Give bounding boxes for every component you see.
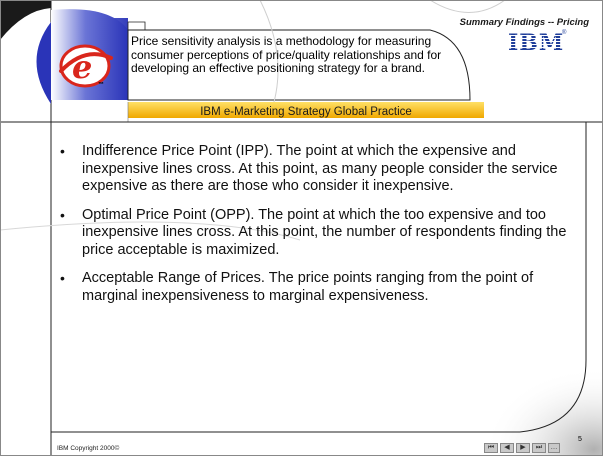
ibm-logo: IBM	[508, 30, 565, 56]
page-number: 5	[578, 436, 582, 443]
bullet-icon: •	[60, 206, 65, 223]
bullet-item: • Optimal Price Point (OPP). The point a…	[60, 207, 570, 260]
header-description: Price sensitivity analysis is a methodol…	[131, 34, 442, 75]
bullet-text: Optimal Price Point (OPP). The point at …	[82, 206, 567, 258]
bullet-list: • Indifference Price Point (IPP). The po…	[60, 143, 570, 316]
first-slide-icon[interactable]: ⏮	[484, 443, 498, 453]
bullet-item: • Indifference Price Point (IPP). The po…	[60, 143, 570, 196]
menu-icon[interactable]: …	[548, 443, 560, 453]
e-logo-letter: e	[72, 48, 92, 86]
registered-mark: ®	[562, 30, 567, 36]
bullet-icon: •	[60, 143, 65, 159]
slide-navigation: ⏮ ◀ ▶ ⏭ …	[484, 443, 560, 453]
bullet-item: • Acceptable Range of Prices. The price …	[60, 270, 570, 305]
trademark-mark: ™	[98, 82, 104, 88]
section-label: Summary Findings -- Pricing	[459, 17, 589, 28]
last-slide-icon[interactable]: ⏭	[532, 443, 546, 453]
previous-slide-icon[interactable]: ◀	[500, 443, 514, 453]
bullet-text: Acceptable Range of Prices. The price po…	[82, 270, 534, 304]
practice-banner: IBM e-Marketing Strategy Global Practice	[200, 106, 412, 118]
next-slide-icon[interactable]: ▶	[516, 443, 530, 453]
e-business-logo: e	[59, 44, 113, 88]
bullet-icon: •	[60, 270, 65, 286]
copyright-notice: IBM Copyright 2000©	[57, 445, 120, 452]
bullet-text: Indifference Price Point (IPP). The poin…	[82, 143, 558, 194]
